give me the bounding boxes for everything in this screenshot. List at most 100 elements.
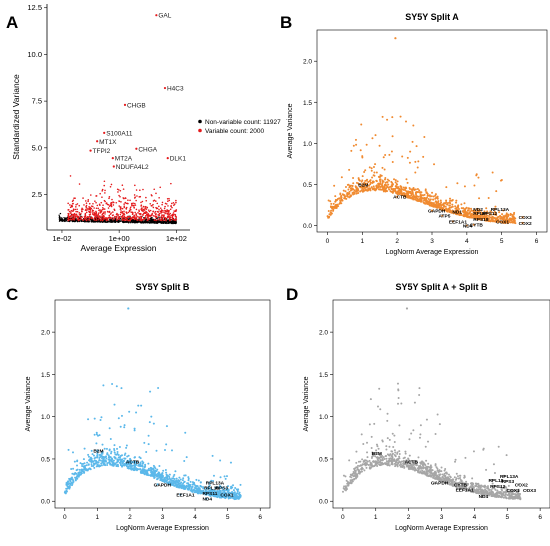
- data-point: [94, 434, 96, 436]
- gene-label: ND1: [452, 209, 462, 215]
- data-point: [363, 171, 365, 173]
- data-point: [100, 416, 102, 418]
- x-tick-label: 0: [63, 514, 67, 521]
- y-tick-label: 5.0: [32, 143, 42, 152]
- point-variable: [149, 203, 151, 205]
- data-point: [403, 192, 405, 194]
- data-point: [385, 463, 387, 465]
- point-variable: [175, 217, 177, 219]
- point-variable: [163, 216, 165, 218]
- point-nonvariable: [62, 220, 63, 221]
- data-point: [104, 448, 106, 450]
- point-variable: [84, 216, 86, 218]
- x-tick-label: 5: [500, 238, 504, 245]
- point-nonvariable: [91, 220, 92, 221]
- point-variable: [123, 188, 125, 190]
- data-point: [83, 458, 85, 460]
- data-point: [503, 491, 505, 493]
- data-point: [505, 497, 507, 499]
- point-variable: [174, 203, 176, 205]
- point-nonvariable: [81, 221, 82, 222]
- data-point: [383, 189, 385, 191]
- data-point: [508, 485, 510, 487]
- data-point: [234, 487, 236, 489]
- point-variable: [87, 216, 89, 218]
- data-point: [372, 181, 374, 183]
- data-point: [475, 174, 477, 176]
- data-point: [158, 465, 160, 467]
- point-variable: [102, 220, 104, 222]
- data-point: [184, 432, 186, 434]
- data-point: [88, 456, 90, 458]
- data-point: [457, 204, 459, 206]
- point-variable: [173, 212, 175, 214]
- point-variable: [95, 219, 97, 221]
- point-variable: [120, 214, 122, 216]
- data-point: [171, 484, 173, 486]
- point-variable: [172, 217, 174, 219]
- data-point: [114, 452, 116, 454]
- point-variable: [70, 218, 72, 220]
- gene-label: MT2A: [115, 156, 133, 163]
- gene-label: S100A11: [106, 130, 133, 137]
- data-point: [366, 179, 368, 181]
- data-point: [417, 160, 419, 162]
- data-point: [456, 182, 458, 184]
- data-point: [89, 468, 91, 470]
- point-variable: [123, 218, 125, 220]
- data-point: [405, 121, 407, 123]
- point-variable: [87, 199, 89, 201]
- data-point: [409, 187, 411, 189]
- point-variable: [130, 207, 132, 209]
- data-point: [392, 183, 394, 185]
- chart-title: SY5Y Split B: [136, 282, 190, 292]
- point-variable: [101, 215, 103, 217]
- data-point: [233, 489, 235, 491]
- data-point: [166, 474, 168, 476]
- chart-title: SY5Y Split A + Split B: [396, 282, 488, 292]
- point-nonvariable: [65, 220, 66, 221]
- x-axis-label: Average Expression: [81, 243, 157, 253]
- data-point: [134, 456, 136, 458]
- data-point: [419, 466, 421, 468]
- point-variable: [95, 202, 97, 204]
- data-point: [377, 461, 379, 463]
- point-variable: [116, 219, 118, 221]
- point-variable: [158, 197, 160, 199]
- point-variable: [75, 211, 77, 213]
- point-variable: [107, 211, 109, 213]
- point-variable: [93, 212, 95, 214]
- data-point: [197, 492, 199, 494]
- data-point: [434, 471, 436, 473]
- data-point: [368, 460, 370, 462]
- point-variable: [159, 218, 161, 220]
- data-point: [485, 207, 487, 209]
- point-variable: [121, 216, 123, 218]
- point-variable: [140, 214, 142, 216]
- data-point: [124, 424, 126, 426]
- data-point: [493, 217, 495, 219]
- data-point: [451, 204, 453, 206]
- point-nonvariable: [132, 219, 133, 220]
- point-nonvariable: [118, 220, 119, 221]
- data-point: [409, 455, 411, 457]
- point-variable: [113, 165, 115, 167]
- point-variable: [75, 215, 77, 217]
- data-point: [237, 496, 239, 498]
- point-nonvariable: [112, 221, 113, 222]
- data-point: [70, 478, 72, 480]
- data-point: [190, 481, 192, 483]
- data-point: [140, 405, 142, 407]
- data-point: [148, 443, 150, 445]
- x-tick-label: 6: [535, 238, 539, 245]
- data-point: [213, 475, 215, 477]
- point-nonvariable: [73, 221, 74, 222]
- point-variable: [119, 196, 121, 198]
- point-variable: [72, 210, 74, 212]
- point-variable: [99, 203, 101, 205]
- data-point: [386, 184, 388, 186]
- data-point: [391, 455, 393, 457]
- data-point: [171, 482, 173, 484]
- data-point: [388, 460, 390, 462]
